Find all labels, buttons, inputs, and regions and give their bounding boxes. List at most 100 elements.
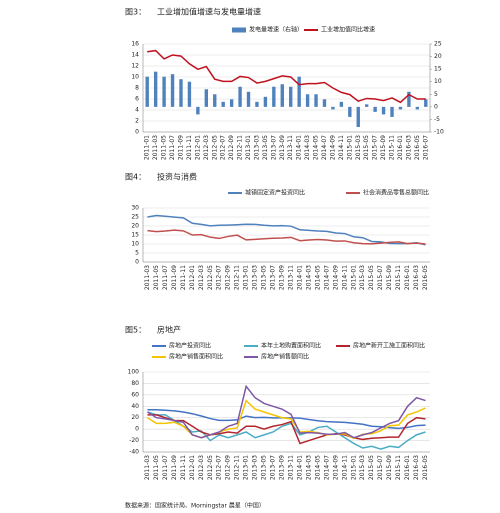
bar [213, 94, 217, 107]
y-tick-label: 0 [135, 259, 139, 266]
legend-label: 房地产新开工施工面积同比 [353, 342, 425, 350]
x-tick-label: 2015-07 [372, 135, 379, 160]
x-tick-label: 2014-01 [296, 455, 303, 480]
legend-label: 本年土地购置面积同比 [261, 342, 321, 350]
y-tick-label: 6 [135, 96, 139, 103]
y-tick-label: 8 [135, 85, 139, 92]
x-tick-label: 2015-01 [346, 135, 353, 160]
bar [263, 96, 268, 107]
x-tick-label: 2015-05 [368, 265, 375, 290]
x-tick-label: 2013-11 [287, 135, 294, 160]
x-tick-label: 2014-03 [305, 265, 312, 290]
figure-label: 图3： [125, 8, 146, 17]
x-tick-label: 2011-03 [144, 455, 151, 480]
chart-title: 房地产 [157, 325, 181, 335]
x-tick-label: 2012-03 [203, 135, 210, 160]
x-tick-label: 2014-03 [305, 455, 312, 480]
y-tick-label: 25 [131, 214, 139, 221]
x-tick-label: 2015-09 [380, 135, 387, 160]
x-tick-label: 2013-03 [253, 135, 260, 160]
x-tick-label: 2012-03 [198, 265, 205, 290]
x-tick-label: 2013-09 [279, 265, 286, 290]
x-tick-label: 2012-11 [237, 135, 244, 160]
y-tick-label: 60 [131, 391, 139, 398]
x-tick-label: 2013-03 [252, 455, 259, 480]
x-tick-label: 2012-07 [216, 265, 223, 290]
bar [272, 86, 276, 107]
bar [153, 71, 158, 107]
x-tick-label: 2012-09 [228, 135, 235, 160]
y2-tick-label: 15 [434, 66, 442, 73]
y-tick-label: 12 [131, 63, 139, 70]
x-tick-label: 2015-01 [350, 455, 357, 480]
x-tick-label: 2015-11 [395, 265, 402, 290]
y-tick-label: 80 [131, 380, 139, 387]
x-tick-label: 2015-03 [359, 265, 366, 290]
legend-label: 城镇固定资产投资同比 [245, 189, 305, 197]
figure-label: 图5： [125, 326, 146, 335]
x-tick-label: 2012-11 [234, 455, 241, 480]
y2-tick-label: 0 [434, 103, 438, 110]
bar [356, 106, 360, 127]
x-tick-label: 2013-09 [279, 455, 286, 480]
x-tick-label: 2012-09 [225, 455, 232, 480]
y-tick-label: -40 [129, 449, 139, 456]
x-tick-label: 2013-03 [252, 265, 259, 290]
x-tick-label: 2014-05 [314, 455, 321, 480]
x-tick-label: 2011-03 [144, 265, 151, 290]
bar [424, 99, 428, 107]
x-tick-label: 2015-05 [363, 135, 370, 160]
x-tick-label: 2012-09 [225, 265, 232, 290]
line-series [147, 229, 426, 245]
x-tick-label: 2015-05 [368, 455, 375, 480]
bar [381, 106, 386, 115]
bar [314, 94, 318, 107]
x-tick-label: 2016-05 [414, 135, 421, 160]
x-tick-label: 2012-11 [234, 265, 241, 290]
bar [297, 76, 301, 107]
bar [373, 106, 377, 112]
x-tick-label: 2011-01 [144, 135, 151, 160]
x-tick-label: 2012-01 [189, 265, 196, 290]
x-tick-label: 2016-01 [404, 455, 411, 480]
chart-title: 工业增加值增速与发电量增速 [157, 7, 261, 17]
figure-label: 图4： [125, 173, 146, 182]
y-tick-label: 14 [131, 52, 139, 59]
x-tick-label: 2013-05 [261, 455, 268, 480]
y-tick-label: 5 [135, 250, 139, 257]
x-tick-label: 2015-01 [350, 265, 357, 290]
y-tick-label: 40 [131, 403, 139, 410]
x-tick-label: 2012-05 [207, 455, 214, 480]
bar [305, 94, 310, 107]
bar [204, 89, 208, 107]
x-tick-label: 2016-05 [422, 455, 429, 480]
x-tick-label: 2013-05 [261, 265, 268, 290]
x-tick-label: 2013-09 [279, 135, 286, 160]
y-tick-label: 0 [135, 426, 139, 433]
bar [196, 106, 200, 115]
x-tick-label: 2014-05 [314, 265, 321, 290]
x-tick-label: 2012-05 [207, 265, 214, 290]
x-tick-label: 2012-01 [189, 455, 196, 480]
y-tick-label: 100 [128, 369, 140, 376]
line-series [147, 411, 426, 450]
x-tick-label: 2011-11 [180, 455, 187, 480]
x-tick-label: 2012-03 [198, 455, 205, 480]
x-tick-label: 2014-07 [323, 265, 330, 290]
x-tick-label: 2011-07 [162, 455, 169, 480]
x-tick-label: 2013-07 [270, 265, 277, 290]
y-tick-label: 30 [131, 205, 139, 212]
bar [255, 101, 259, 107]
x-tick-label: 2014-01 [296, 135, 303, 160]
x-tick-label: 2016-03 [413, 265, 420, 290]
x-tick-label: 2012-07 [216, 455, 223, 480]
chart-title: 投资与消费 [157, 172, 197, 182]
x-tick-label: 2014-03 [304, 135, 311, 160]
x-tick-label: 2012-01 [194, 135, 201, 160]
x-tick-label: 2011-07 [162, 265, 169, 290]
x-tick-label: 2011-05 [153, 455, 160, 480]
x-tick-label: 2016-05 [422, 265, 429, 290]
x-tick-label: 2014-11 [338, 135, 345, 160]
line-series [147, 414, 426, 445]
